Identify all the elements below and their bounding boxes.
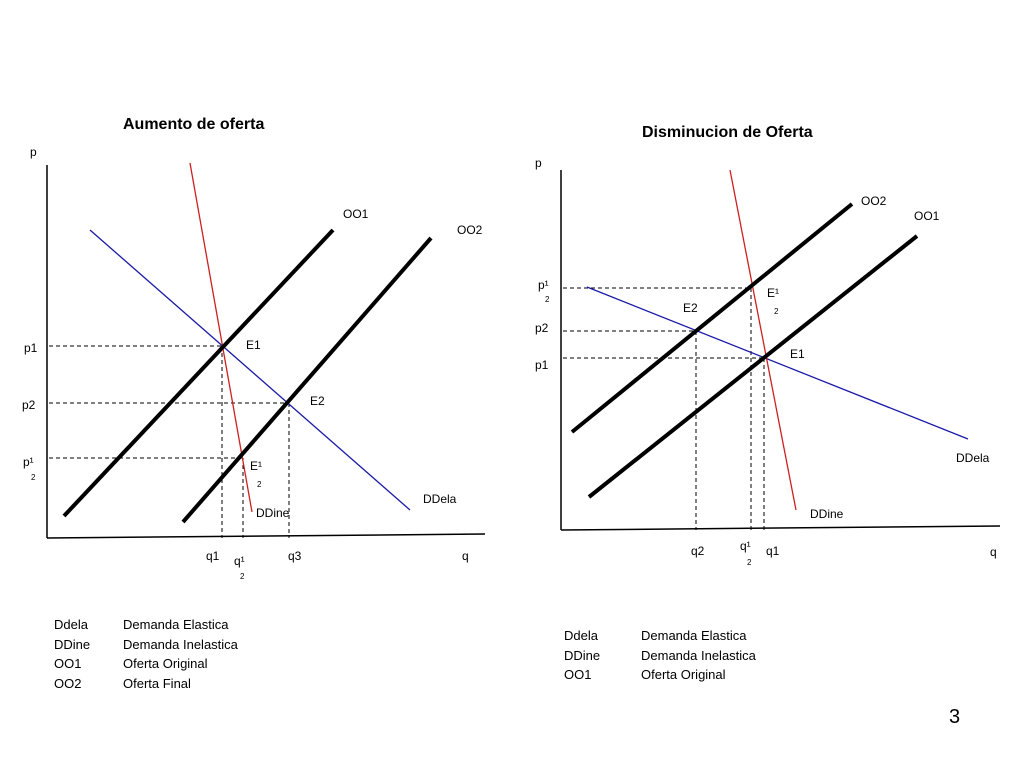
right-e2-label: E2 [683, 301, 698, 315]
left-e2-label: E2 [310, 394, 325, 408]
left-ddine-curve [189, 162, 253, 513]
legend-desc: Oferta Original [123, 656, 208, 671]
right-chart: Disminucion de Oferta p q OO2 OO1 DDela … [535, 124, 1001, 567]
right-q12-label: q¹ [740, 539, 751, 553]
right-ddela-label: DDela [956, 451, 990, 465]
legend-key: OO1 [564, 667, 592, 682]
right-axis-p-label: p [535, 156, 542, 170]
left-e1-label: E1 [246, 338, 261, 352]
right-q-axis [560, 525, 1001, 531]
left-axis-p-label: p [30, 145, 37, 159]
left-ddine-label: DDine [256, 506, 290, 520]
left-p12-sub: 2 [31, 473, 36, 482]
legend-key: DDine [54, 636, 91, 652]
legend-row: Ddela Demanda Elastica [54, 615, 238, 635]
legend-desc: Demanda Elastica [123, 617, 229, 632]
right-chart-title: Disminucion de Oferta [642, 124, 813, 141]
left-ddela-label: DDela [423, 492, 457, 506]
left-q-axis [46, 533, 486, 539]
legend-row: OO2 Oferta Final [54, 674, 238, 694]
legend-row: OO1 Oferta Original [564, 665, 756, 685]
legend-desc: Demanda Inelastica [641, 647, 756, 663]
right-legend: Ddela Demanda Elastica DDine Demanda Inela… [564, 626, 756, 685]
legend-key: Ddela [54, 617, 88, 632]
page-number: 3 [949, 706, 961, 728]
right-oo1-curve [587, 234, 919, 499]
left-p2-label: p2 [22, 398, 36, 412]
right-oo2-label: OO2 [861, 194, 887, 208]
right-oo1-label: OO1 [914, 209, 940, 223]
right-e1-label: E1 [790, 347, 805, 361]
left-p12-label: p¹ [23, 455, 34, 469]
left-q12-sub: 2 [240, 572, 245, 581]
left-ddela-curve [89, 229, 411, 511]
right-q2-label: q2 [691, 544, 705, 558]
right-q12-sub: 2 [747, 558, 752, 567]
right-p12-sub: 2 [545, 295, 550, 304]
right-e12-sub: 2 [774, 307, 779, 316]
right-ddine-curve [729, 169, 797, 511]
left-legend: Ddela Demanda Elastica DDine Demanda Inela… [54, 615, 238, 693]
legend-desc: Demanda Elastica [641, 628, 747, 643]
right-axis-q-label: q [990, 545, 997, 559]
left-oo2-curve [181, 236, 433, 524]
left-oo1-curve [62, 228, 335, 518]
left-e12-label: E¹ [250, 459, 262, 473]
legend-row: DDine Demanda Inelastica [54, 635, 238, 655]
legend-key: OO1 [54, 656, 82, 671]
legend-row: DDine Demanda Inelastica [564, 646, 756, 666]
right-e12-label: E¹ [767, 286, 779, 300]
left-oo2-label: OO2 [457, 223, 483, 237]
right-q1-label: q1 [766, 544, 780, 558]
legend-row: Ddela Demanda Elastica [564, 626, 756, 646]
right-ddela-curve [586, 286, 969, 440]
left-chart-title: Aumento de oferta [123, 116, 264, 133]
left-q12-label: q¹ [234, 554, 245, 568]
legend-desc: Oferta Original [641, 667, 726, 682]
left-axis-q-label: q [462, 549, 469, 563]
legend-desc: Demanda Inelastica [123, 636, 238, 652]
left-q3-label: q3 [288, 549, 302, 563]
legend-key: OO2 [54, 675, 82, 691]
left-oo1-label: OO1 [343, 207, 369, 221]
right-oo2-curve [570, 202, 854, 434]
left-e12-sub: 2 [257, 480, 262, 489]
legend-key: DDine [564, 647, 601, 663]
left-chart: Aumento de oferta p q OO1 OO2 DDela DDin… [22, 116, 486, 581]
right-p1-label: p1 [535, 358, 549, 372]
right-p12-label: p¹ [538, 278, 549, 292]
right-ddine-label: DDine [810, 507, 844, 521]
legend-desc: Oferta Final [123, 675, 191, 691]
right-p2-label: p2 [535, 321, 549, 335]
left-q1-label: q1 [206, 549, 220, 563]
legend-key: Ddela [564, 628, 598, 643]
left-p1-label: p1 [24, 341, 38, 355]
legend-row: OO1 Oferta Original [54, 654, 238, 674]
